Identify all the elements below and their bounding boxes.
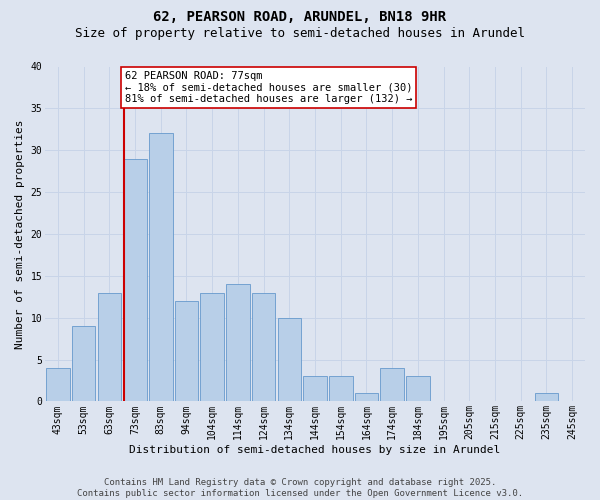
Text: Size of property relative to semi-detached houses in Arundel: Size of property relative to semi-detach…	[75, 28, 525, 40]
Bar	[355, 393, 378, 402]
X-axis label: Distribution of semi-detached houses by size in Arundel: Distribution of semi-detached houses by …	[130, 445, 500, 455]
Bar	[303, 376, 327, 402]
Bar	[535, 393, 558, 402]
Bar	[175, 301, 199, 402]
Text: 62 PEARSON ROAD: 77sqm
← 18% of semi-detached houses are smaller (30)
81% of sem: 62 PEARSON ROAD: 77sqm ← 18% of semi-det…	[125, 70, 412, 104]
Bar	[98, 292, 121, 402]
Bar	[200, 292, 224, 402]
Bar	[406, 376, 430, 402]
Bar	[252, 292, 275, 402]
Bar	[123, 158, 147, 402]
Bar	[380, 368, 404, 402]
Bar	[226, 284, 250, 402]
Bar	[329, 376, 353, 402]
Text: 62, PEARSON ROAD, ARUNDEL, BN18 9HR: 62, PEARSON ROAD, ARUNDEL, BN18 9HR	[154, 10, 446, 24]
Bar	[149, 134, 173, 402]
Bar	[72, 326, 95, 402]
Text: Contains HM Land Registry data © Crown copyright and database right 2025.
Contai: Contains HM Land Registry data © Crown c…	[77, 478, 523, 498]
Bar	[46, 368, 70, 402]
Bar	[278, 318, 301, 402]
Y-axis label: Number of semi-detached properties: Number of semi-detached properties	[15, 119, 25, 348]
